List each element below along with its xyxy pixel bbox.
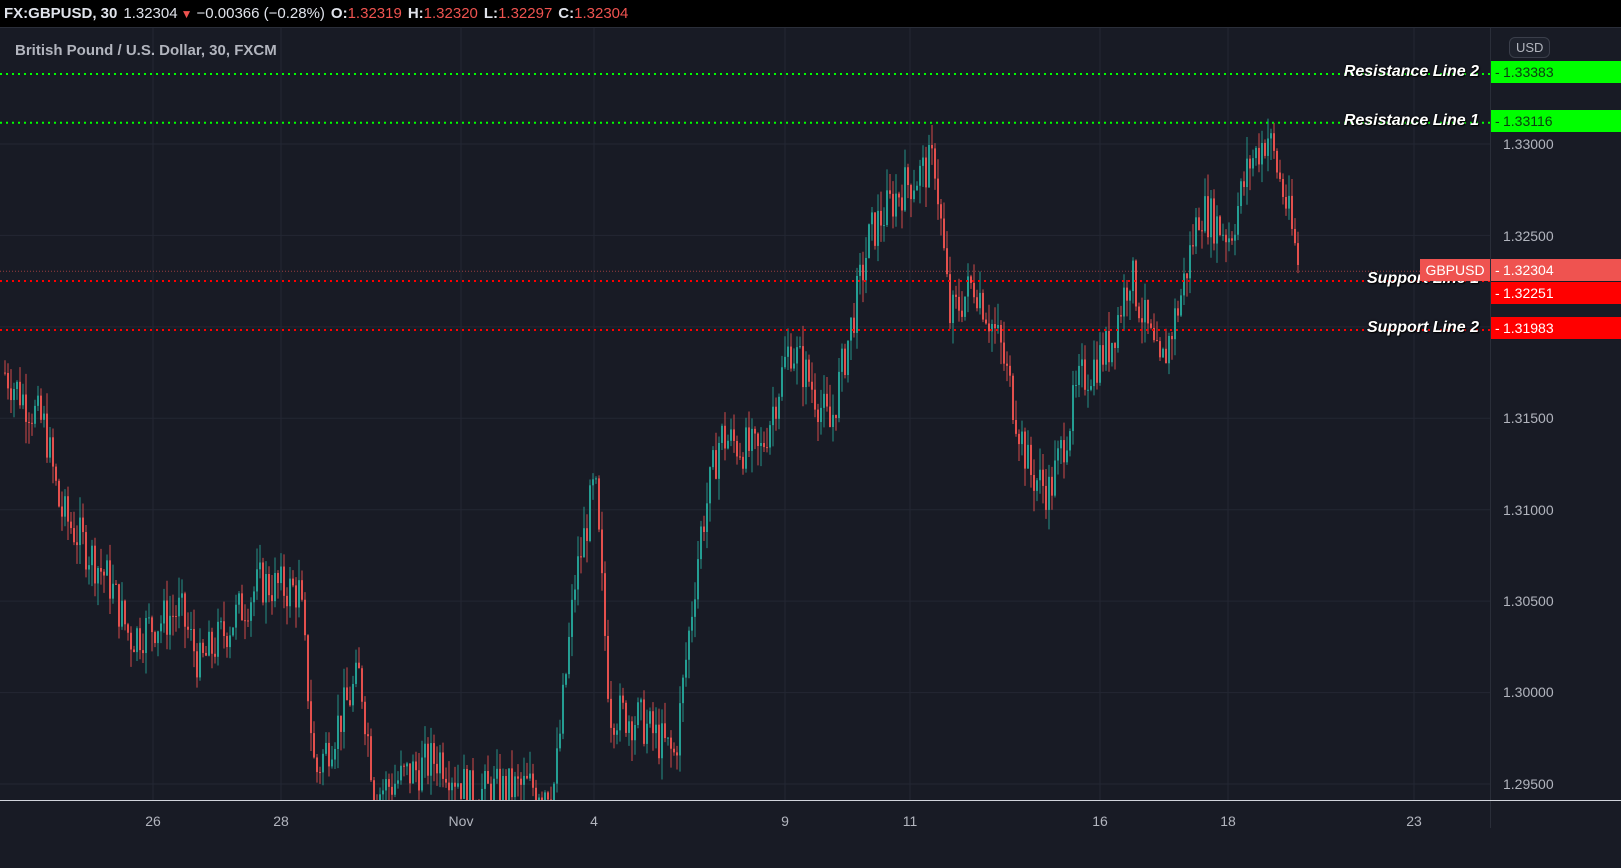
open-value: 1.32319 — [348, 3, 402, 25]
close-value: 1.32304 — [574, 3, 628, 25]
close-key: C: — [558, 3, 574, 25]
resistance-line-2-price: 1.33383 — [1491, 61, 1621, 83]
price-tick: 1.29500 — [1503, 776, 1554, 792]
time-tick: 4 — [590, 813, 598, 829]
chart-pane[interactable]: British Pound / U.S. Dollar, 30, FXCM Re… — [0, 27, 1621, 868]
price-change: −0.00366 (−0.28%) — [196, 3, 324, 25]
time-tick: 28 — [273, 813, 289, 829]
price-tick: 1.32500 — [1503, 228, 1554, 244]
current-symbol-badge: GBPUSD — [1420, 259, 1490, 281]
resistance-line-2-label: Resistance Line 2 — [1344, 63, 1479, 81]
time-tick: 26 — [145, 813, 161, 829]
time-tick: 16 — [1092, 813, 1108, 829]
support-line-2-price: 1.31983 — [1491, 317, 1621, 339]
symbol-header: FX:GBPUSD, 30 1.32304 ▼ −0.00366 (−0.28%… — [0, 0, 1621, 27]
price-axis[interactable]: 1.33000 1.32500 1.31500 1.31000 1.30500 … — [1490, 28, 1621, 828]
last-price: 1.32304 — [123, 3, 177, 25]
resistance-line-1-label: Resistance Line 1 — [1344, 112, 1479, 130]
price-tick: 1.30500 — [1503, 593, 1554, 609]
low-value: 1.32297 — [498, 3, 552, 25]
open-key: O: — [331, 3, 348, 25]
chart-legend[interactable]: British Pound / U.S. Dollar, 30, FXCM — [15, 42, 277, 59]
support-line-2-label: Support Line 2 — [1367, 319, 1479, 337]
price-tick: 1.30000 — [1503, 684, 1554, 700]
price-tick: 1.31500 — [1503, 410, 1554, 426]
resistance-line-1-price: 1.33116 — [1491, 110, 1621, 132]
current-price-badge: 1.32304 — [1491, 259, 1621, 281]
time-tick: Nov — [449, 813, 474, 829]
time-axis[interactable]: 26 28 Nov 4 9 11 16 18 23 — [0, 800, 1621, 841]
time-tick: 9 — [781, 813, 789, 829]
time-tick: 23 — [1406, 813, 1422, 829]
price-tick: 1.31000 — [1503, 502, 1554, 518]
triangle-down-icon: ▼ — [181, 3, 193, 25]
time-tick: 11 — [903, 813, 918, 829]
high-key: H: — [408, 3, 424, 25]
symbol-label[interactable]: FX:GBPUSD, 30 — [4, 3, 117, 25]
time-tick: 18 — [1220, 813, 1236, 829]
low-key: L: — [484, 3, 498, 25]
candlestick-plot[interactable] — [0, 28, 1490, 800]
high-value: 1.32320 — [424, 3, 478, 25]
currency-button[interactable]: USD — [1509, 37, 1550, 58]
price-tick: 1.33000 — [1503, 136, 1554, 152]
support-line-1-price: 1.32251 — [1491, 282, 1621, 304]
